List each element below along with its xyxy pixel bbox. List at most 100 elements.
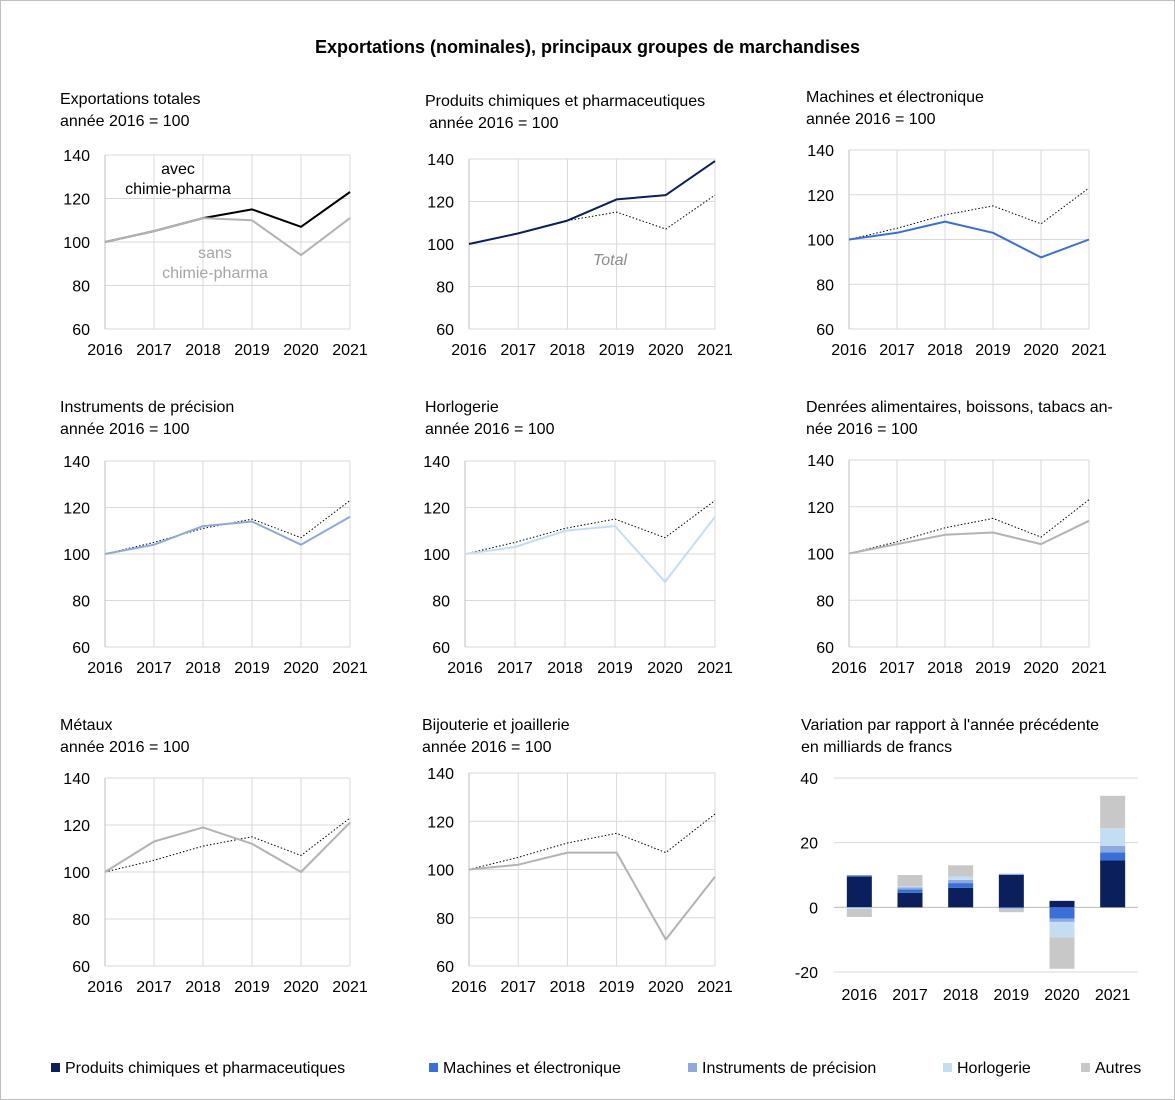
line-panel-6: 60 80 100 120 140 2016 2017 2018 2019 2020 2021 [807,453,1107,677]
x-tick-label: 2019 [975,342,1011,359]
series-point [714,813,716,815]
line-panel-1: 60 80 100 120 140 2016 2017 2018 2019 2020 2021 [63,148,368,359]
x-tick-label: 2018 [185,342,221,359]
x-tick-label: 2021 [697,342,733,359]
y-tick-label: 0 [809,900,818,917]
x-tick-label: 2021 [1071,342,1107,359]
x-tick-label: 2016 [87,342,123,359]
x-tick-label: 2019 [234,342,270,359]
y-tick-label: 140 [63,454,90,471]
series-point [517,864,519,866]
series-point [665,939,667,941]
series-line-1 [848,499,1090,554]
x-tick-label: 2019 [975,660,1011,677]
y-tick-label: 60 [432,640,450,657]
legend-item-precision: Instruments de précision [688,1060,876,1078]
legend-label: Instruments de précision [702,1060,877,1077]
series-point [349,822,351,824]
series-point [300,226,302,228]
x-tick-label: 2020 [1044,987,1080,1004]
x-tick-label: 2019 [599,979,635,996]
y-tick-label: 100 [63,865,90,882]
x-tick-label: 2021 [332,342,368,359]
panel-title-3: Machines et électronique année 2016 = 100 [806,89,984,128]
series-point [251,518,253,520]
x-tick-label: 2016 [451,979,487,996]
bar-segment [897,887,923,890]
series-point [614,518,616,520]
series-point [1088,520,1090,522]
series-point [616,852,618,854]
y-tick-label: 40 [800,771,818,788]
x-tick-label: 2021 [1071,660,1107,677]
series-point [514,546,516,548]
series-point [300,537,302,539]
series-point [349,500,351,502]
series-point [300,544,302,546]
legend-swatch [943,1063,952,1072]
line-panel-2: 60 80 100 120 140 2016 2017 2018 2019 2020 2021 [427,152,733,359]
series-point [848,553,850,555]
x-tick-label: 2020 [1023,342,1059,359]
y-tick-label: 80 [72,594,90,611]
y-tick-label: 140 [63,148,90,165]
x-tick-label: 2018 [185,979,221,996]
x-tick-label: 2020 [648,342,684,359]
series-point [1040,543,1042,545]
bar-segment [1049,900,1075,908]
series-point [714,500,716,502]
x-tick-label: 2019 [597,660,633,677]
series-line-2 [464,516,716,583]
series-point [300,254,302,256]
series-point [567,842,569,844]
series-line-1 [104,500,351,555]
series-point [349,516,351,518]
y-tick-label: 140 [427,766,454,783]
y-tick-label: 140 [427,152,454,169]
x-tick-label: 2020 [283,660,319,677]
bar-segment [1100,845,1126,853]
series-point [251,209,253,211]
series-line-2 [468,851,716,941]
x-tick-label: 2017 [892,987,928,1004]
series-point [202,528,204,530]
y-tick-label: 100 [427,863,454,880]
x-tick-label: 2021 [697,660,733,677]
series-point [1040,223,1042,225]
annotation-avec: avec [161,161,195,178]
y-tick-label: 100 [63,547,90,564]
series-point [464,553,466,555]
legend-swatch [429,1063,438,1072]
series-line-2 [848,220,1090,259]
series-point [714,160,716,162]
x-tick-label: 2018 [943,987,979,1004]
bar-segment [998,908,1024,913]
series-point [616,199,618,201]
line-panel-4: 60 80 100 120 140 2016 2017 2018 2019 2020 2021 [63,454,368,677]
bar-segment [846,875,872,877]
y-tick-label: 100 [807,233,834,250]
series-point [153,230,155,232]
bar-segment [846,876,872,908]
series-point [896,543,898,545]
series-point [564,528,566,530]
legend-item-horlogerie: Horlogerie [943,1060,1031,1078]
legend-item-autres: Autres [1081,1060,1141,1078]
annotation-chimie-pharma-black: chimie-pharma [125,181,231,198]
series-point [202,845,204,847]
bar-segment [846,875,872,876]
series-point [616,211,618,213]
series-line-1 [104,817,351,873]
x-tick-label: 2021 [697,979,733,996]
series-point [104,871,106,873]
series-point [714,876,716,878]
y-tick-label: 100 [807,547,834,564]
y-tick-label: 120 [63,501,90,518]
y-tick-label: 80 [816,277,834,294]
series-point [944,214,946,216]
x-tick-label: 2020 [283,342,319,359]
bar-segment [1100,852,1126,861]
series-point [517,857,519,859]
panel-title-8: Bijouterie et joaillerie année 2016 = 100 [422,717,570,756]
